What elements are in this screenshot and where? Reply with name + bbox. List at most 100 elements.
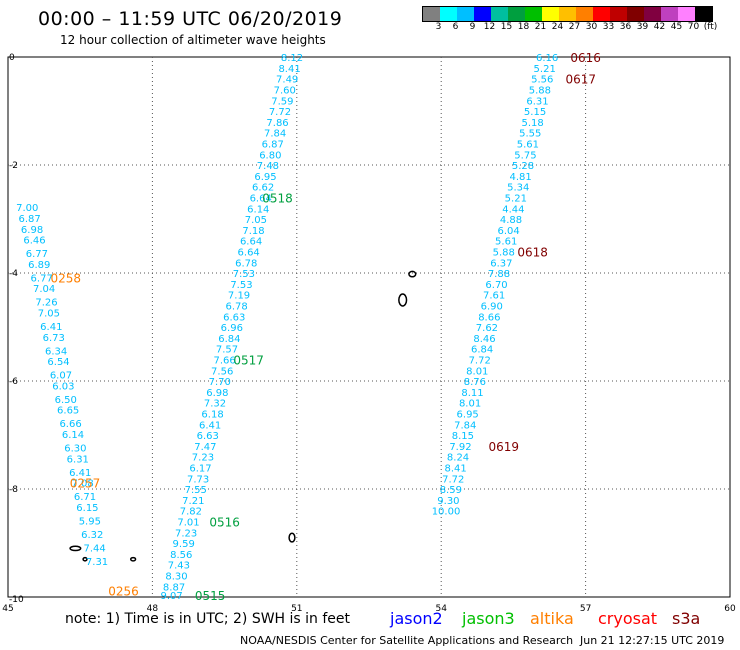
wave-height-value: 6.31	[526, 96, 548, 107]
wave-height-value: 5.61	[517, 139, 539, 150]
wave-height-value: 5.21	[534, 64, 556, 75]
land-outline	[82, 556, 88, 562]
wave-height-value: 5.18	[522, 118, 544, 129]
pass-time-label: 0256	[108, 585, 139, 599]
wave-height-value: 7.70	[209, 377, 231, 388]
legend-swatch	[508, 7, 525, 21]
y-tick-label: 0	[9, 53, 15, 63]
legend-swatch	[593, 7, 610, 21]
wave-height-value: 5.61	[495, 237, 517, 248]
wave-height-value: 6.98	[21, 225, 43, 236]
wave-height-value: 6.14	[247, 204, 269, 215]
wave-height-value: 6.95	[254, 172, 276, 183]
wave-height-value: 6.90	[481, 301, 503, 312]
wave-height-value: 6.31	[67, 454, 89, 465]
wave-height-value: 6.64	[240, 237, 262, 248]
legend-swatch	[525, 7, 542, 21]
wave-height-value: 6.64	[238, 247, 260, 258]
wave-height-value: 5.56	[531, 75, 553, 86]
wave-height-value: 7.44	[84, 543, 106, 554]
wave-height-value: 7.55	[185, 485, 207, 496]
wave-height-value: 8.59	[440, 485, 462, 496]
wave-height-value: 5.75	[514, 150, 536, 161]
wave-height-value: 7.31	[86, 557, 108, 568]
land-outline	[408, 270, 417, 278]
wave-height-value: 8.66	[478, 312, 500, 323]
wave-height-value: 6.87	[19, 214, 41, 225]
legend-swatch	[474, 7, 491, 21]
wave-height-value: 7.82	[180, 507, 202, 518]
wave-height-value: 6.87	[262, 139, 284, 150]
wave-height-value: 9.07	[161, 591, 183, 602]
x-tick-label: 45	[2, 604, 13, 614]
legend-label: 36	[619, 22, 632, 32]
wave-height-value: 7.19	[228, 291, 250, 302]
legend-swatch	[457, 7, 474, 21]
wave-height-value: 8.12	[281, 53, 303, 64]
wave-height-value: 7.32	[204, 399, 226, 410]
wave-height-value: 5.15	[524, 107, 546, 118]
wave-height-value: 7.23	[192, 453, 214, 464]
wave-height-value: 5.95	[79, 516, 101, 527]
pass-time-label: 0518	[262, 191, 293, 205]
wave-height-value: 7.26	[35, 298, 57, 309]
wave-height-value: 6.46	[23, 236, 45, 247]
wave-height-value: 7.62	[476, 323, 498, 334]
footer-credit: NOAA/NESDIS Center for Satellite Applica…	[240, 634, 574, 647]
wave-height-value: 7.48	[257, 161, 279, 172]
legend-swatch	[695, 7, 712, 21]
wave-height-value: 6.54	[47, 357, 69, 368]
footer-timestamp: Jun 21 12:27:15 UTC 2019	[580, 634, 725, 647]
wave-height-value: 7.61	[483, 291, 505, 302]
pass-time-label: 0618	[517, 245, 548, 259]
legend-swatch	[423, 7, 440, 21]
wave-height-value: 8.01	[466, 366, 488, 377]
land-outline	[69, 545, 82, 552]
wave-height-value: 6.98	[206, 388, 228, 399]
wave-height-value: 5.34	[507, 183, 529, 194]
wave-height-value: 6.41	[69, 468, 91, 479]
wave-height-value: 7.60	[274, 85, 296, 96]
wave-height-value: 6.16	[536, 53, 558, 64]
wave-height-value: 7.72	[269, 107, 291, 118]
legend-swatch	[661, 7, 678, 21]
wave-height-value: 4.88	[500, 215, 522, 226]
wave-height-value: 7.56	[211, 366, 233, 377]
wave-height-value: 9.30	[437, 496, 459, 507]
wave-height-value: 7.23	[175, 528, 197, 539]
wave-height-value: 6.96	[221, 323, 243, 334]
plot-frame	[7, 56, 731, 598]
color-legend	[422, 6, 713, 22]
wave-height-value: 6.37	[490, 258, 512, 269]
wave-height-value: 7.73	[187, 474, 209, 485]
legend-swatch	[542, 7, 559, 21]
wave-height-value: 6.84	[471, 345, 493, 356]
y-tick-label: -4	[9, 269, 18, 279]
x-tick-label: 51	[291, 604, 302, 614]
pass-time-label: 0619	[488, 440, 519, 454]
wave-height-value: 6.18	[201, 409, 223, 420]
wave-height-value: 6.15	[76, 503, 98, 514]
legend-swatch	[610, 7, 627, 21]
satellite-legend-item: altika	[530, 609, 574, 628]
wave-height-value: 8.76	[464, 377, 486, 388]
legend-label: 15	[500, 22, 513, 32]
wave-height-value: 7.04	[33, 284, 55, 295]
wave-height-value: 6.84	[218, 334, 240, 345]
wave-height-value: 5.21	[505, 193, 527, 204]
legend-label: 21	[534, 22, 547, 32]
satellite-legend-item: jason3	[462, 609, 515, 628]
y-tick-label: -6	[9, 377, 18, 387]
wave-height-value: 8.11	[461, 388, 483, 399]
wave-height-value: 6.71	[74, 492, 96, 503]
legend-label: 42	[653, 22, 666, 32]
wave-height-value: 7.05	[245, 215, 267, 226]
legend-swatch	[627, 7, 644, 21]
wave-height-value: 7.21	[182, 496, 204, 507]
wave-height-value: 6.78	[226, 301, 248, 312]
wave-height-value: 6.66	[59, 419, 81, 430]
wave-height-value: 7.43	[168, 561, 190, 572]
wave-height-value: 8.24	[447, 453, 469, 464]
wave-height-value: 7.49	[276, 75, 298, 86]
